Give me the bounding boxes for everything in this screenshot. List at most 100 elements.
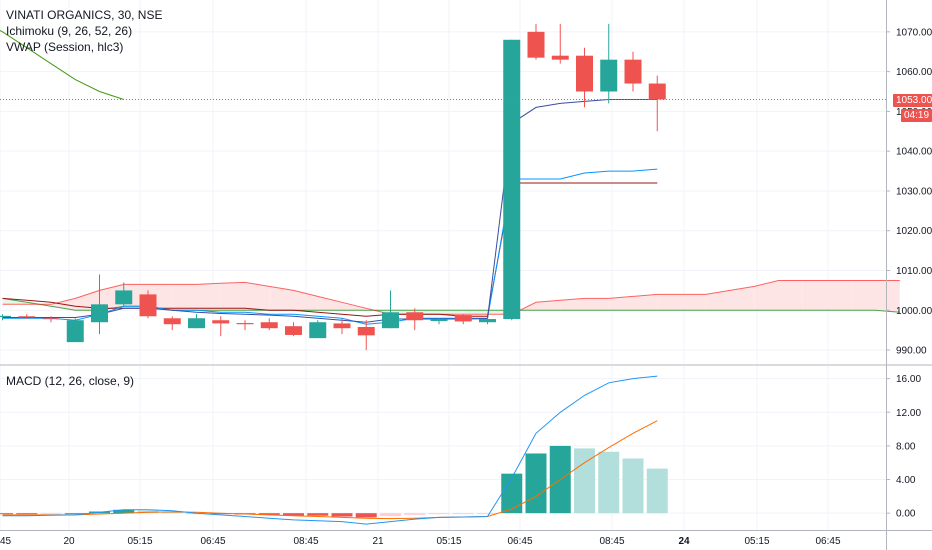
ichimoku-cloud-segment bbox=[536, 300, 561, 311]
candle-body bbox=[333, 323, 351, 329]
time-axis-label: 06:45 bbox=[200, 536, 225, 547]
time-axis-label: 08:45 bbox=[599, 536, 624, 547]
candle-body bbox=[406, 312, 424, 321]
ichimoku-base-line bbox=[2, 182, 658, 317]
macd-line bbox=[2, 375, 658, 525]
candle-body bbox=[260, 322, 278, 329]
macd-axis-label: 4.00 bbox=[896, 475, 916, 486]
candle-body bbox=[188, 318, 205, 329]
ichimoku-cloud-segment bbox=[730, 286, 755, 311]
candle-body bbox=[212, 320, 230, 324]
macd-histogram-bar bbox=[64, 513, 86, 515]
macd-axis-label: 8.00 bbox=[896, 441, 916, 452]
bar-countdown-tag: 04:19 bbox=[901, 109, 932, 122]
macd-histogram-bar bbox=[477, 513, 498, 515]
candle-body bbox=[454, 315, 472, 322]
time-axis-label: 05:15 bbox=[436, 536, 461, 547]
macd-histogram-bar bbox=[16, 513, 38, 515]
price-axis-label: 1030.00 bbox=[896, 186, 932, 197]
ichimoku-cloud-segment bbox=[633, 294, 658, 311]
macd-histogram-bar bbox=[501, 473, 523, 514]
candle-body bbox=[66, 320, 84, 343]
ichimoku-lagging-line bbox=[0, 30, 124, 100]
price-axis-label: 1020.00 bbox=[896, 226, 932, 237]
macd-axis-label: 0.00 bbox=[896, 509, 916, 520]
candle-body bbox=[139, 294, 157, 317]
price-axis-label: 1060.00 bbox=[896, 67, 932, 78]
macd-histogram-bar bbox=[574, 448, 595, 514]
ichimoku-cloud-segment bbox=[754, 280, 779, 311]
candle-body bbox=[18, 316, 36, 318]
macd-histogram-bar bbox=[161, 511, 183, 514]
ichimoku-cloud-segment bbox=[657, 294, 682, 311]
macd-histogram-bar bbox=[622, 458, 644, 514]
macd-axis-label: 12.00 bbox=[896, 408, 921, 419]
candle-body bbox=[624, 59, 642, 84]
time-axis-label: 21 bbox=[372, 536, 384, 547]
ichimoku-cloud-segment bbox=[827, 280, 852, 311]
macd-axis-label: 16.00 bbox=[896, 374, 921, 385]
candle-body bbox=[163, 318, 181, 325]
ichimoku-cloud-segment bbox=[317, 296, 342, 311]
price-axis-label: 1040.00 bbox=[896, 147, 932, 158]
macd-histogram-bar bbox=[525, 453, 547, 514]
macd-histogram-bar bbox=[0, 513, 13, 515]
macd-histogram-bar bbox=[404, 513, 426, 515]
ichimoku-cloud-segment bbox=[875, 280, 900, 313]
ichimoku-cloud-segment bbox=[269, 286, 294, 311]
ichimoku-cloud-segment bbox=[463, 310, 488, 315]
time-axis-label: 05:15 bbox=[127, 536, 152, 547]
macd-legend[interactable]: MACD (12, 26, close, 9) bbox=[6, 374, 135, 388]
candle-body bbox=[430, 319, 448, 322]
time-axis-label: 08:45 bbox=[293, 536, 318, 547]
macd-histogram-bar bbox=[380, 513, 401, 517]
candle-body bbox=[285, 326, 302, 335]
candle-body bbox=[576, 55, 593, 92]
candle-body bbox=[527, 31, 545, 58]
price-axis-label: 1010.00 bbox=[896, 266, 932, 277]
price-axis-label: 990.00 bbox=[896, 346, 927, 357]
time-axis-label: 06:45 bbox=[507, 536, 532, 547]
ichimoku-cloud-segment bbox=[584, 298, 609, 311]
candle-body bbox=[503, 39, 521, 320]
candle-body bbox=[236, 323, 254, 325]
candle-body bbox=[479, 319, 496, 323]
time-axis-label: 45 bbox=[0, 536, 12, 547]
macd-histogram-bar bbox=[283, 513, 304, 516]
macd-histogram-bar bbox=[258, 513, 280, 515]
time-axis-label: 20 bbox=[63, 536, 75, 547]
candle-body bbox=[91, 304, 108, 323]
macd-histogram-bar bbox=[428, 513, 450, 515]
macd-histogram-bar bbox=[452, 513, 474, 515]
macd-histogram-bar bbox=[646, 468, 668, 514]
macd-signal-line bbox=[2, 420, 658, 520]
ichimoku-cloud-segment bbox=[608, 296, 633, 311]
price-axis-label: 1000.00 bbox=[896, 306, 932, 317]
macd-histogram-bar bbox=[598, 451, 620, 514]
ichimoku-cloud-segment bbox=[705, 290, 730, 311]
ichimoku-legend[interactable]: Ichimoku (9, 26, 52, 26) bbox=[6, 24, 133, 38]
ichimoku-cloud-segment bbox=[196, 283, 221, 311]
macd-histogram-bar bbox=[113, 509, 135, 514]
macd-histogram-bar bbox=[307, 513, 329, 516]
candle-body bbox=[309, 322, 327, 339]
candle-body bbox=[382, 312, 399, 329]
candle-body bbox=[357, 327, 375, 336]
candle-body bbox=[648, 83, 666, 100]
ichimoku-cloud-segment bbox=[851, 280, 876, 311]
last-price-tag: 1053.00 bbox=[893, 94, 932, 107]
time-axis-label: 06:45 bbox=[815, 536, 840, 547]
ichimoku-cloud-segment bbox=[172, 284, 197, 311]
ichimoku-cloud-segment bbox=[439, 310, 464, 315]
price-axis-label: 1070.00 bbox=[896, 27, 932, 38]
ichimoku-lead-b-line bbox=[2, 280, 900, 315]
ichimoku-cloud-segment bbox=[220, 282, 245, 311]
vwap-line bbox=[2, 99, 658, 323]
candle-body bbox=[115, 290, 133, 305]
ichimoku-cloud-segment bbox=[245, 282, 270, 311]
macd-histogram-bar bbox=[331, 513, 353, 517]
candle-body bbox=[0, 315, 11, 318]
ichimoku-cloud-segment bbox=[342, 302, 367, 311]
vwap-legend[interactable]: VWAP (Session, hlc3) bbox=[6, 40, 124, 54]
